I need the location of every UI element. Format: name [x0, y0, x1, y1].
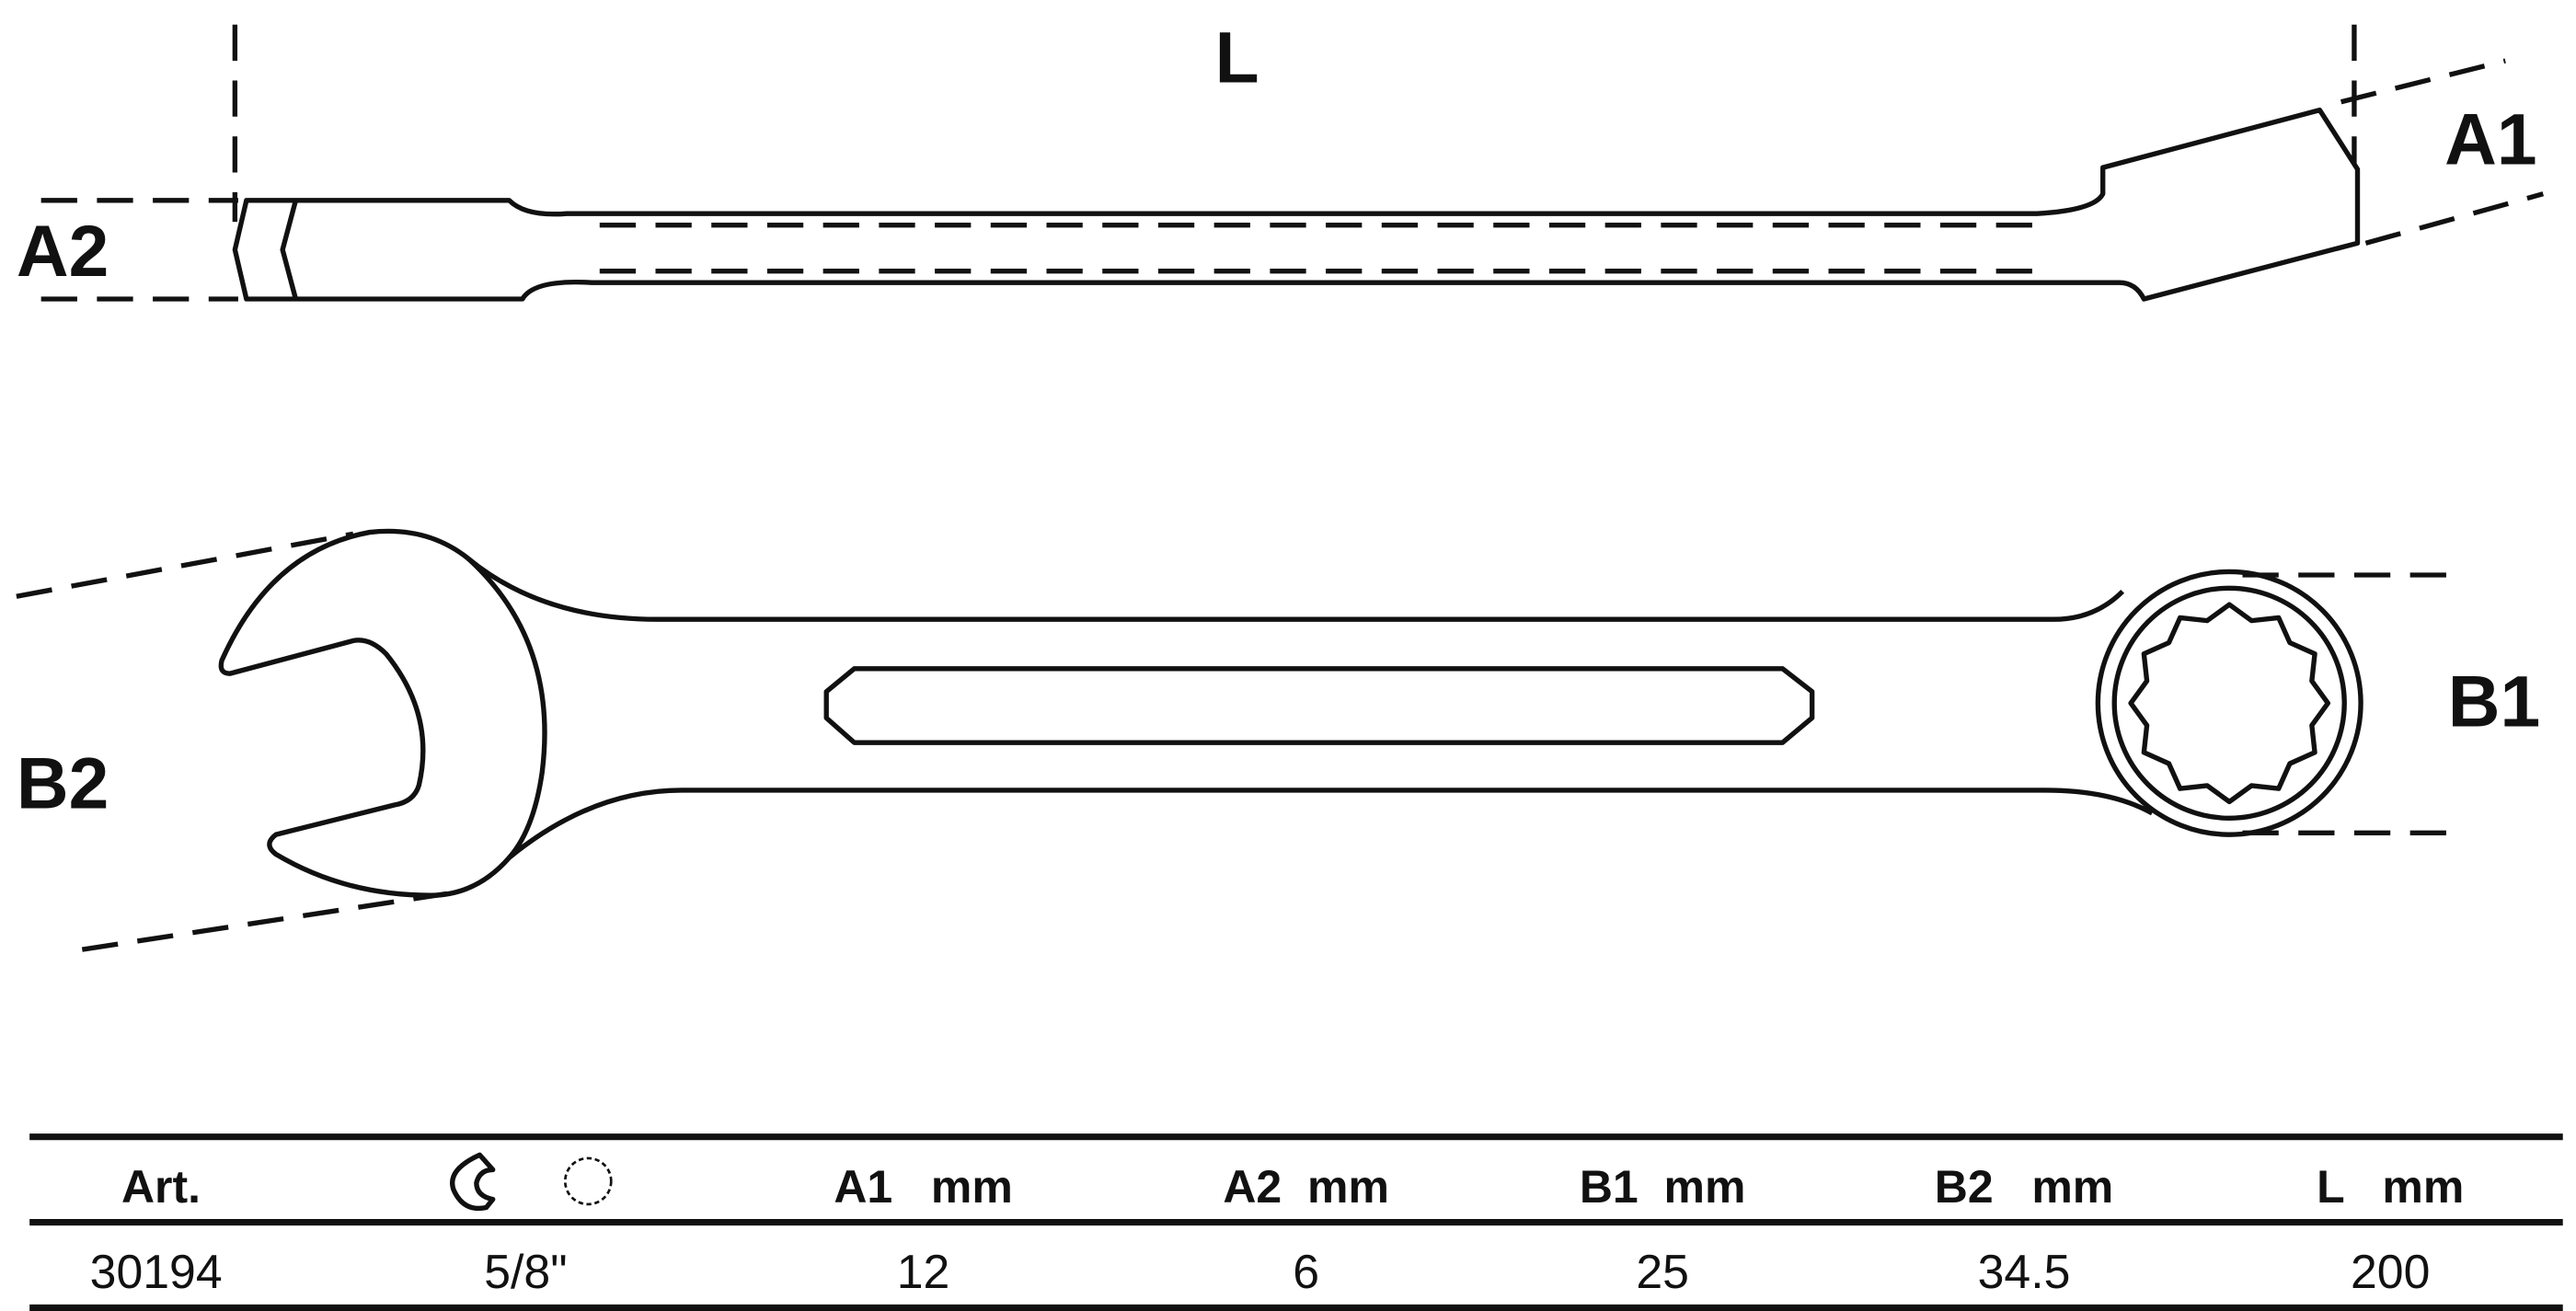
cell-art: 30194: [90, 1245, 223, 1298]
spec-table: Art. A1 mm A2 mm B1 mm B2 mm L mm 30194 …: [29, 1133, 2563, 1311]
header-a1: A1 mm: [834, 1161, 1013, 1213]
header-b1: B1 mm: [1580, 1161, 1746, 1213]
header-art: Art.: [121, 1161, 201, 1213]
label-A2: A2: [17, 211, 109, 292]
label-L: L: [1215, 17, 1259, 98]
wrench-front-view: [16, 528, 2448, 952]
header-l: L mm: [2317, 1161, 2464, 1213]
open-end-and-ring-icon: [450, 1152, 613, 1212]
twelve-point-ring-outline: [2128, 602, 2331, 805]
header-a2: A2 mm: [1223, 1161, 1389, 1213]
cell-b1: 25: [1636, 1245, 1689, 1298]
label-B2: B2: [17, 743, 109, 824]
cell-size: 5/8": [484, 1245, 567, 1298]
cell-a2: 6: [1293, 1245, 1319, 1298]
header-b2: B2 mm: [1935, 1161, 2114, 1213]
label-A1: A1: [2444, 99, 2536, 180]
wrench-side-view: [40, 24, 2545, 302]
label-B1: B1: [2448, 661, 2540, 742]
cell-b2: 34.5: [1978, 1245, 2071, 1298]
cell-l: 200: [2351, 1245, 2430, 1298]
table-row: 30194 5/8" 12 6 25 34.5 200: [90, 1245, 2431, 1298]
cell-a1: 12: [897, 1245, 950, 1298]
